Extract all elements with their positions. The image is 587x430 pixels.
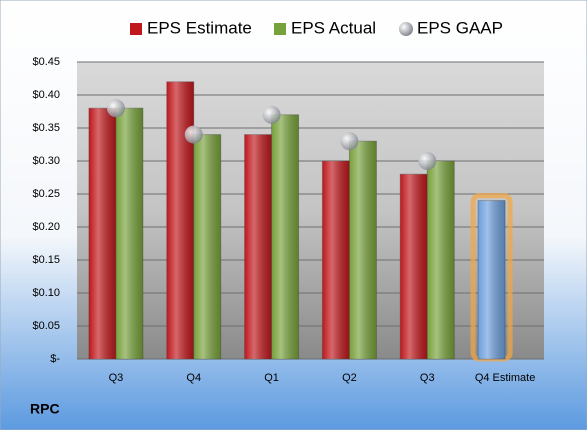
gaap-marker <box>262 105 281 124</box>
bar-shine <box>166 81 194 360</box>
bar-shine <box>271 114 299 359</box>
x-tick-label: Q1 <box>264 372 279 384</box>
legend-marker <box>399 22 413 36</box>
legend-label: EPS Actual <box>291 18 376 37</box>
bar-shine <box>244 134 272 359</box>
chart-title: RPC <box>30 401 60 417</box>
bar-shine <box>349 141 377 359</box>
legend-label: EPS Estimate <box>147 18 252 37</box>
y-tick-label: $0.25 <box>32 188 60 200</box>
legend-marker <box>130 23 142 35</box>
bar-shine <box>115 108 143 359</box>
x-tick-label: Q4 Estimate <box>475 372 536 384</box>
y-tick-label: $0.30 <box>32 155 60 167</box>
gaap-marker <box>184 125 203 144</box>
bar-shine <box>322 161 350 359</box>
y-tick-label: $0.05 <box>32 320 60 332</box>
bar-shine <box>427 161 455 359</box>
gaap-marker <box>340 132 359 151</box>
x-tick-label: Q2 <box>342 372 357 384</box>
gaap-marker <box>106 99 125 118</box>
y-tick-label: $0.15 <box>32 254 60 266</box>
bar-shine <box>193 134 221 359</box>
bar-shine <box>478 200 506 359</box>
y-tick-label: $0.10 <box>32 287 60 299</box>
bar-shine <box>400 174 428 359</box>
plot-area <box>77 62 544 359</box>
legend-marker <box>274 23 286 35</box>
x-tick-label: Q4 <box>186 372 201 384</box>
y-tick-label: $0.45 <box>32 56 60 68</box>
x-tick-label: Q3 <box>109 372 124 384</box>
y-tick-label: $0.35 <box>32 122 60 134</box>
gaap-marker <box>418 152 437 170</box>
y-tick-label: $0.20 <box>32 221 60 233</box>
y-tick-label: $- <box>50 353 60 365</box>
x-tick-label: Q3 <box>420 372 435 384</box>
bar-shine <box>88 108 116 359</box>
y-tick-label: $0.40 <box>32 89 60 101</box>
legend-label: EPS GAAP <box>417 18 503 37</box>
